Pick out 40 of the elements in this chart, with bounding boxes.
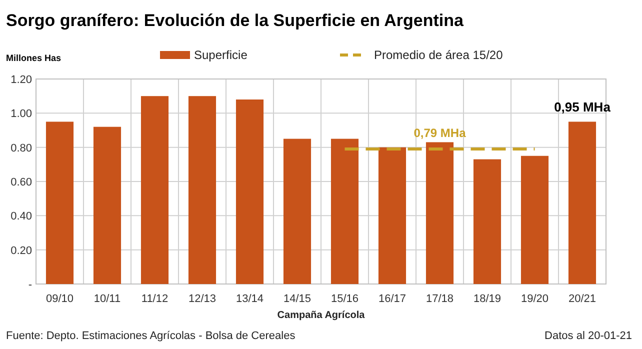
x-tick-label: 17/18 bbox=[426, 293, 454, 305]
x-tick-label: 12/13 bbox=[188, 293, 216, 305]
x-tick-label: 20/21 bbox=[568, 293, 596, 305]
y-tick-label: - bbox=[28, 279, 32, 291]
bar bbox=[140, 96, 169, 284]
x-tick-label: 15/16 bbox=[330, 293, 359, 305]
legend-label: Promedio de área 15/20 bbox=[374, 48, 504, 62]
annotation: 0,95 MHa bbox=[554, 100, 612, 115]
bar bbox=[568, 122, 596, 284]
x-axis-title: Campaña Agrícola bbox=[277, 310, 366, 321]
bar bbox=[520, 156, 549, 284]
y-tick-label: 0.40 bbox=[10, 210, 32, 223]
bar bbox=[283, 138, 312, 284]
bar bbox=[330, 138, 359, 284]
legend-label: Superficie bbox=[194, 48, 248, 62]
x-tick-label: 16/17 bbox=[378, 293, 406, 305]
bar bbox=[378, 147, 406, 284]
bar bbox=[473, 159, 502, 284]
annotation: 0,79 MHa bbox=[414, 126, 466, 140]
x-tick-label: 18/19 bbox=[473, 293, 502, 305]
y-axis-title: Millones Has bbox=[6, 53, 62, 63]
text: Datos al 20-01-21 bbox=[544, 330, 632, 342]
x-tick-label: 10/11 bbox=[94, 293, 121, 305]
x-tick-label: 11/12 bbox=[141, 293, 168, 305]
x-tick-label: 19/20 bbox=[520, 293, 549, 305]
y-tick-label: 1.00 bbox=[10, 108, 32, 120]
bar bbox=[188, 96, 216, 284]
x-tick-label: 13/14 bbox=[236, 293, 264, 305]
bar bbox=[93, 126, 122, 284]
source-note: Fuente: Depto. Estimaciones Agrícolas - Bolsa de Cereales bbox=[6, 330, 296, 342]
bar bbox=[46, 122, 74, 284]
chart-title: Sorgo granífero: Evolución de la Superficie en Argentina bbox=[6, 11, 464, 30]
y-tick-label: 0.80 bbox=[10, 142, 32, 154]
bar bbox=[426, 142, 454, 284]
y-tick-label: 1.20 bbox=[10, 74, 32, 86]
x-tick-label: 09/10 bbox=[46, 293, 74, 305]
x-tick-label: 14/15 bbox=[283, 293, 312, 305]
y-tick-label: 0.20 bbox=[10, 244, 32, 257]
y-tick-label: 0.60 bbox=[10, 176, 32, 188]
bar bbox=[236, 100, 264, 284]
